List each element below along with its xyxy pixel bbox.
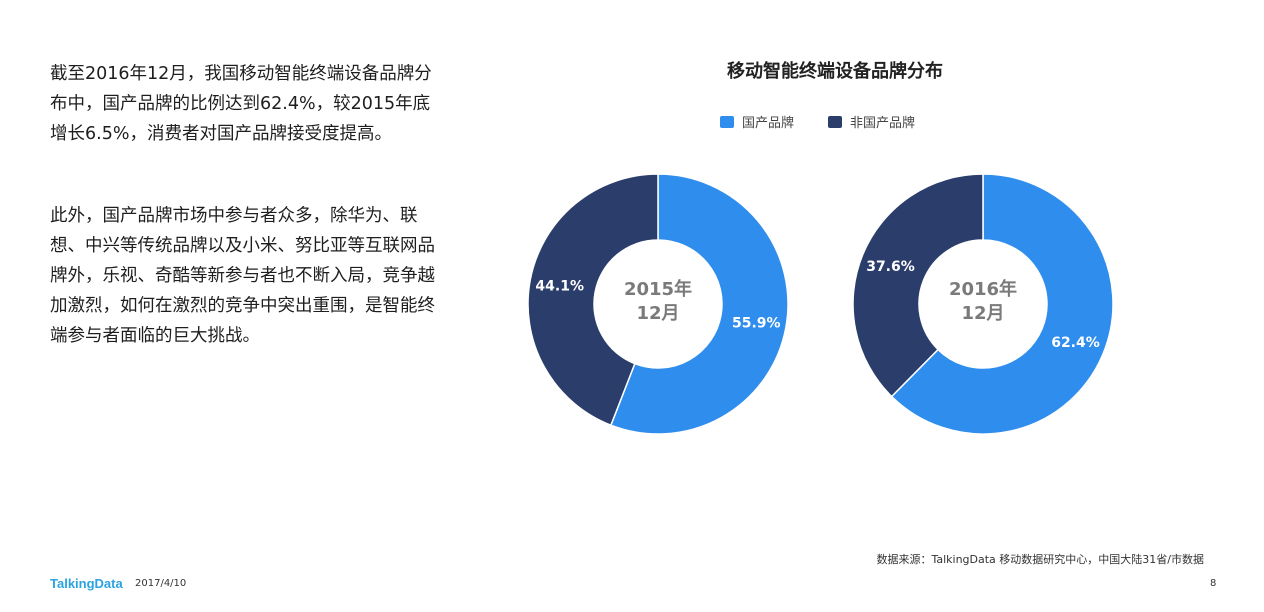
legend-swatch-foreign xyxy=(828,115,843,128)
detail-paragraph: 此外，国产品牌市场中参与者众多，除华为、联想、中兴等传统品牌以及小米、努比亚等互… xyxy=(50,206,435,346)
donut-1-slice-0 xyxy=(890,173,1114,435)
legend-swatch-domestic xyxy=(720,115,734,128)
report-date: 2017/4/10 xyxy=(135,578,187,589)
donut-0-value-label-0: 55.9% xyxy=(732,315,781,331)
intro-paragraph: 截至2016年12月，我国移动智能终端设备品牌分布中，国产品牌的比例达到62.4… xyxy=(50,64,432,144)
donut-1-center-label-1: 12月 xyxy=(961,303,1004,324)
data-source: 数据来源：TalkingData 移动数据研究中心，中国大陆31省/市数据 xyxy=(876,553,1204,566)
talkingdata-logo: TalkingData xyxy=(50,576,123,591)
legend-item-foreign: 非国产品牌 xyxy=(828,112,915,131)
legend-label-domestic: 国产品牌 xyxy=(742,116,795,131)
chart-legend: 国产品牌 非国产品牌 xyxy=(720,112,915,131)
donut-0-slice-1 xyxy=(527,173,659,427)
donut-0-center-label-0: 2015年 xyxy=(624,278,692,300)
donut-0-center-label-1: 12月 xyxy=(636,303,679,324)
donut-1-value-label-0: 62.4% xyxy=(1051,335,1100,351)
donut-1-center-label-0: 2016年 xyxy=(949,278,1017,300)
chart-title: 移动智能终端设备品牌分布 xyxy=(727,61,943,82)
donut-1-value-label-1: 37.6% xyxy=(866,259,915,275)
donut-1-slice-1 xyxy=(852,173,984,398)
page-number: 8 xyxy=(1210,578,1217,589)
legend-label-foreign: 非国产品牌 xyxy=(850,116,916,131)
donut-0-slice-0 xyxy=(609,173,789,435)
legend-item-domestic: 国产品牌 xyxy=(720,112,794,131)
donut-0-value-label-1: 44.1% xyxy=(535,279,584,295)
